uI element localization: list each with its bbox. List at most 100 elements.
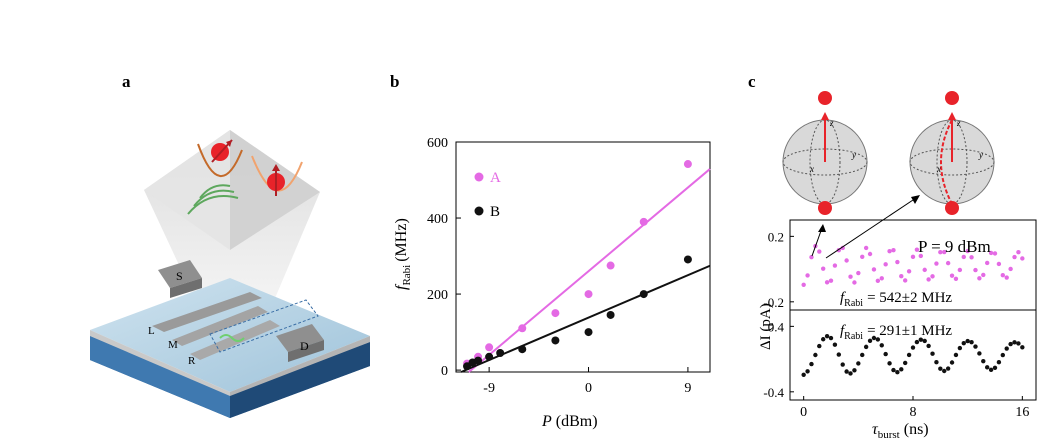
data-point [863, 245, 869, 251]
fit-line-A [468, 168, 711, 373]
svg-text:z: z [956, 118, 961, 128]
y-tick-label: 0.2 [768, 229, 784, 244]
x-axis-label-c: τburst (ns) [872, 421, 929, 441]
gate-label-d: D [300, 339, 309, 353]
data-point [902, 278, 908, 283]
data-point [914, 339, 920, 345]
spin-electron-icon [211, 139, 233, 163]
data-point [1000, 273, 1006, 278]
data-point [817, 249, 822, 254]
data-point [934, 261, 939, 266]
data-point [820, 337, 826, 342]
power-label: P = 9 dBm [918, 237, 991, 256]
data-point [809, 361, 814, 367]
x-tick-label: 16 [1015, 405, 1029, 420]
data-point-B [474, 356, 483, 365]
data-point [1016, 249, 1021, 255]
data-point [840, 362, 845, 367]
data-point [805, 369, 810, 374]
data-point [926, 277, 931, 282]
data-point [899, 367, 904, 372]
data-point [988, 250, 994, 256]
data-point-A [485, 343, 494, 352]
x-axis-label: P (dBm) [541, 413, 598, 430]
data-point [828, 278, 834, 283]
data-point [852, 368, 857, 373]
data-point [887, 248, 892, 254]
data-point [934, 360, 939, 365]
bloch-sphere-initial: z x y [782, 91, 868, 215]
data-point [832, 342, 838, 347]
data-point [848, 371, 853, 376]
x-tick-label: -9 [483, 381, 495, 396]
data-point [883, 262, 888, 267]
data-point [895, 370, 900, 375]
data-point [988, 367, 994, 373]
data-point-B [606, 310, 615, 319]
gate-label-r: R [188, 355, 196, 367]
y-tick-label: -0.4 [763, 385, 784, 400]
data-point [1012, 340, 1017, 345]
data-point [844, 369, 849, 374]
svg-text:y: y [978, 150, 983, 160]
svg-text:x: x [809, 164, 814, 174]
data-point [836, 352, 842, 357]
x-tick-label: 9 [684, 381, 691, 396]
data-point [949, 273, 955, 278]
data-point [824, 280, 830, 285]
data-point [809, 254, 814, 260]
data-point [930, 274, 935, 279]
data-point [906, 269, 912, 274]
x-tick-label: 0 [800, 405, 807, 420]
panel-label-b: b [390, 72, 400, 91]
data-point [1012, 254, 1017, 260]
plot-frame [455, 141, 711, 373]
x-tick-label: 8 [910, 405, 917, 420]
data-point [856, 361, 861, 366]
data-point [824, 333, 830, 339]
data-point [973, 344, 978, 349]
frabi-top-label: fRabi = 542±2 MHz [840, 290, 952, 309]
data-point [965, 248, 970, 254]
data-point [930, 351, 935, 356]
data-point [860, 254, 865, 259]
data-point-B [485, 352, 494, 361]
data-point [883, 351, 888, 357]
data-point [977, 276, 982, 281]
data-point [981, 358, 986, 364]
data-point [828, 335, 834, 341]
data-point [910, 345, 916, 350]
data-point [969, 340, 974, 345]
data-point [965, 338, 970, 344]
data-point-B [551, 336, 560, 345]
gate-electrodes [152, 260, 324, 362]
gate-label-m: M [168, 339, 178, 351]
y-tick-label: 0.4 [768, 319, 785, 334]
data-point [840, 245, 845, 251]
data-point [906, 352, 912, 358]
data-point [996, 360, 1002, 365]
legend-marker-a [474, 172, 484, 182]
data-point-A [584, 290, 593, 299]
panel-label-a: a [122, 72, 131, 91]
data-point [938, 366, 943, 371]
data-point [1004, 346, 1009, 351]
data-point [942, 249, 947, 255]
data-point [879, 343, 884, 348]
y-axis-label: fRabi(MHz) [393, 218, 413, 290]
data-point [867, 338, 873, 343]
data-point [813, 352, 818, 358]
data-point [957, 267, 963, 273]
data-point [1016, 341, 1021, 346]
data-point [945, 260, 951, 266]
data-point [914, 247, 920, 252]
data-point [887, 361, 892, 366]
device-illustration: S D L M R [90, 130, 370, 418]
svg-text:z: z [829, 118, 834, 128]
data-point [899, 274, 904, 279]
data-point [961, 340, 966, 346]
data-point [922, 267, 927, 273]
data-point-B [584, 328, 593, 337]
data-point [953, 352, 959, 358]
data-point [844, 258, 849, 263]
